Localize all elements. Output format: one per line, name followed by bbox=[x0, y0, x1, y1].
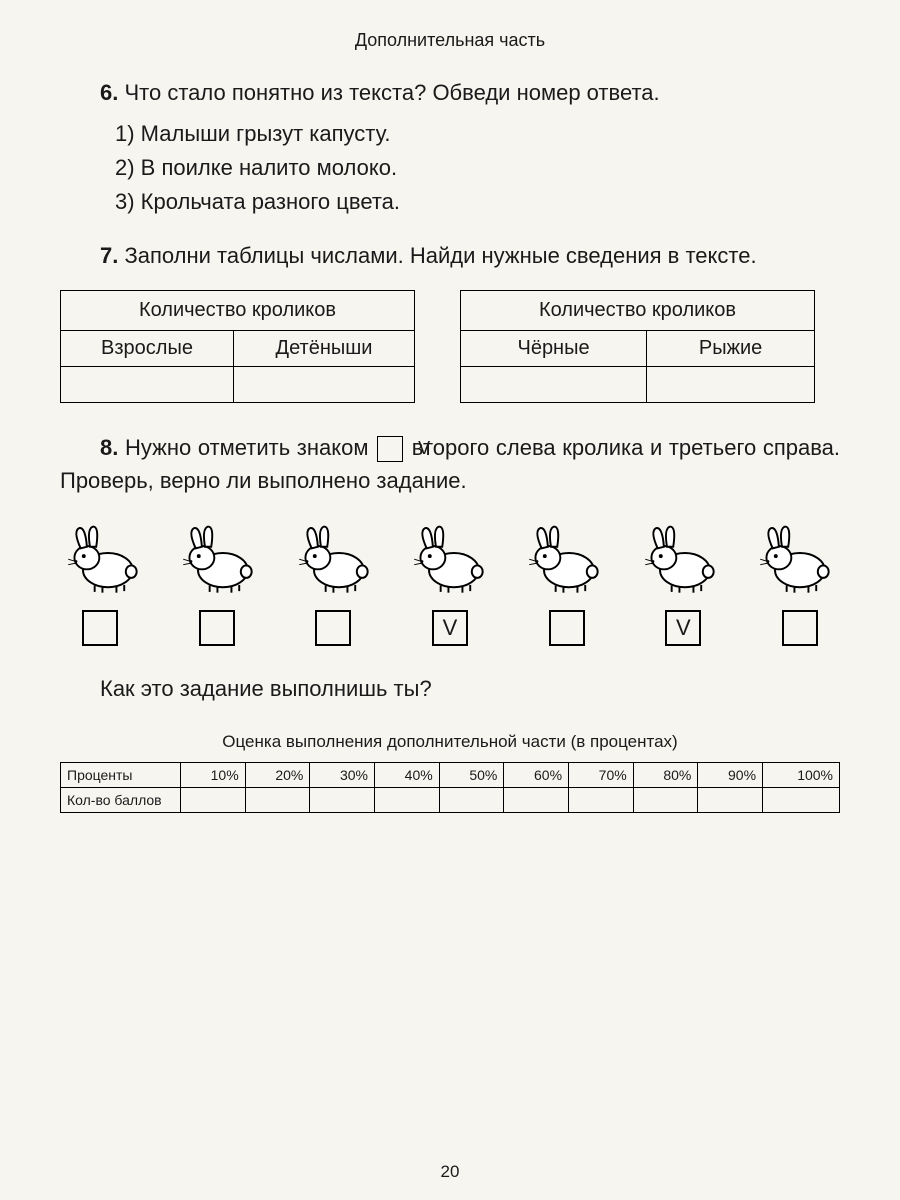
table1-cell[interactable] bbox=[61, 367, 234, 403]
task6-option[interactable]: 3) Крольчата разного цвета. bbox=[115, 185, 840, 219]
task8-followup: Как это задание выполнишь ты? bbox=[100, 676, 840, 702]
eval-percent-cell: 20% bbox=[245, 763, 310, 788]
tables-row: Количество кроликов Взрослые Детёныши Ко… bbox=[60, 290, 840, 403]
task6-option[interactable]: 1) Малыши грызут капусту. bbox=[115, 117, 840, 151]
table2: Количество кроликов Чёрные Рыжие bbox=[460, 290, 815, 403]
eval-score-cell[interactable] bbox=[633, 788, 698, 813]
task8-text-before: Нужно отметить знаком bbox=[125, 435, 375, 460]
eval-row-label: Проценты bbox=[61, 763, 181, 788]
table2-cell[interactable] bbox=[647, 367, 815, 403]
eval-percent-cell: 10% bbox=[181, 763, 246, 788]
table2-col: Чёрные bbox=[461, 331, 647, 367]
eval-score-cell[interactable] bbox=[698, 788, 763, 813]
eval-percent-cell: 50% bbox=[439, 763, 504, 788]
task8-num: 8. bbox=[100, 435, 118, 460]
rabbit-checkbox[interactable]: V bbox=[432, 610, 468, 646]
table1-cell[interactable] bbox=[234, 367, 415, 403]
task7-text: Заполни таблицы числами. Найди нужные св… bbox=[124, 243, 756, 268]
eval-percent-cell: 70% bbox=[569, 763, 634, 788]
table1-col: Детёныши bbox=[234, 331, 415, 367]
table2-col: Рыжие bbox=[647, 331, 815, 367]
eval-percent-cell: 60% bbox=[504, 763, 569, 788]
eval-percent-cell: 40% bbox=[375, 763, 440, 788]
eval-score-cell[interactable] bbox=[310, 788, 375, 813]
eval-score-cell[interactable] bbox=[375, 788, 440, 813]
task6-option[interactable]: 2) В поилке налито молоко. bbox=[115, 151, 840, 185]
task7: 7. Заполни таблицы числами. Найди нужные… bbox=[60, 239, 840, 272]
eval-percent-cell: 100% bbox=[763, 763, 840, 788]
eval-score-cell[interactable] bbox=[439, 788, 504, 813]
rabbit-icon bbox=[64, 525, 144, 595]
eval-row-label: Кол-во баллов bbox=[61, 788, 181, 813]
rabbit-checkbox[interactable]: V bbox=[665, 610, 701, 646]
rabbits-row bbox=[60, 525, 840, 600]
eval-percent-cell: 30% bbox=[310, 763, 375, 788]
evaluation-title: Оценка выполнения дополнительной части (… bbox=[60, 732, 840, 752]
table2-title: Количество кроликов bbox=[461, 291, 815, 331]
eval-score-cell[interactable] bbox=[504, 788, 569, 813]
table1-title: Количество кроликов bbox=[61, 291, 415, 331]
task7-num: 7. bbox=[100, 243, 118, 268]
task8: 8. Нужно отметить знаком V второго слева… bbox=[60, 431, 840, 497]
eval-score-cell[interactable] bbox=[763, 788, 840, 813]
evaluation-table: Проценты10%20%30%40%50%60%70%80%90%100% … bbox=[60, 762, 840, 813]
rabbit-checkbox[interactable] bbox=[549, 610, 585, 646]
rabbit-checkbox[interactable] bbox=[82, 610, 118, 646]
checkboxes-row: VV bbox=[60, 610, 840, 646]
rabbit-icon bbox=[410, 525, 490, 595]
rabbit-icon bbox=[641, 525, 721, 595]
rabbit-icon bbox=[756, 525, 836, 595]
task6-num: 6. bbox=[100, 80, 118, 105]
rabbit-icon bbox=[295, 525, 375, 595]
task6-options: 1) Малыши грызут капусту. 2) В поилке на… bbox=[115, 117, 840, 219]
table1-col: Взрослые bbox=[61, 331, 234, 367]
rabbit-checkbox[interactable] bbox=[782, 610, 818, 646]
section-title: Дополнительная часть bbox=[60, 30, 840, 51]
table2-cell[interactable] bbox=[461, 367, 647, 403]
rabbit-icon bbox=[525, 525, 605, 595]
eval-percent-cell: 80% bbox=[633, 763, 698, 788]
v-mark-icon: V bbox=[377, 436, 403, 462]
page-number: 20 bbox=[0, 1162, 900, 1182]
task6: 6. Что стало понятно из текста? Обведи н… bbox=[60, 76, 840, 109]
table1: Количество кроликов Взрослые Детёныши bbox=[60, 290, 415, 403]
eval-score-cell[interactable] bbox=[245, 788, 310, 813]
eval-percent-cell: 90% bbox=[698, 763, 763, 788]
rabbit-checkbox[interactable] bbox=[199, 610, 235, 646]
eval-score-cell[interactable] bbox=[569, 788, 634, 813]
rabbit-icon bbox=[179, 525, 259, 595]
task6-text: Что стало понятно из текста? Обведи номе… bbox=[124, 80, 659, 105]
eval-score-cell[interactable] bbox=[181, 788, 246, 813]
rabbit-checkbox[interactable] bbox=[315, 610, 351, 646]
